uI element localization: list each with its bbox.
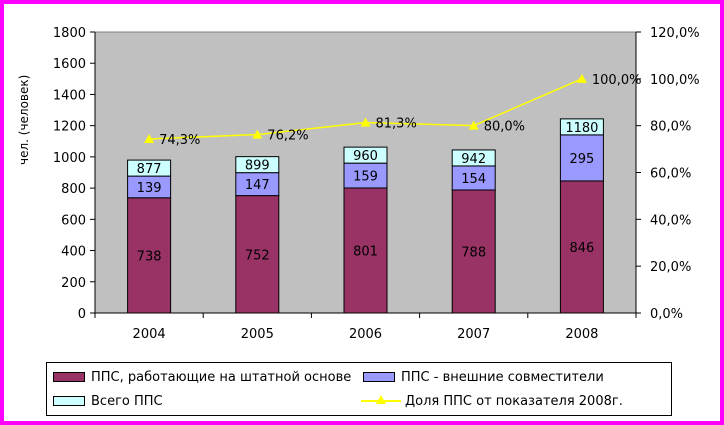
y2-tick-label: 80,0% [650, 120, 691, 135]
x-tick-label: 2005 [241, 327, 274, 342]
bar-label-staff: 801 [353, 244, 378, 259]
x-tick-label: 2006 [349, 327, 382, 342]
bar-total [559, 118, 604, 136]
legend-label-staff: ППС, работающие на штатной основе [91, 369, 352, 385]
bar-label-total: 1180 [565, 121, 598, 136]
y2-tick-label: 20,0% [650, 260, 691, 275]
share-point [576, 73, 587, 83]
bar-total [235, 156, 280, 174]
legend-swatch-share [361, 395, 401, 407]
legend-swatch-staff [53, 372, 85, 382]
legend-swatch-external [363, 372, 395, 382]
share-point [144, 134, 155, 144]
share-label: 74,3% [159, 133, 200, 148]
y-tick-label: 1200 [53, 120, 86, 135]
legend: ППС, работающие на штатной основе ППС - … [46, 362, 672, 416]
y-axis-label: чел. (человек) [17, 74, 31, 165]
bar-staff [451, 189, 496, 314]
bar-label-total: 877 [137, 162, 162, 177]
x-tick-label: 2007 [457, 327, 490, 342]
y2-tick-label: 100,0% [650, 73, 700, 88]
bar-label-total: 942 [461, 152, 486, 167]
legend-label-share: Доля ППС от показателя 2008г. [405, 393, 623, 409]
share-label: 100,0% [592, 73, 642, 88]
legend-item-staff: ППС, работающие на штатной основе [47, 367, 351, 387]
bar-total [451, 149, 496, 167]
bar-total [127, 159, 172, 177]
legend-swatch-total [53, 396, 85, 406]
bar-label-staff: 788 [461, 245, 486, 260]
share-point [252, 129, 263, 139]
x-tick-label: 2008 [565, 327, 598, 342]
share-label: 81,3% [376, 117, 417, 132]
y2-tick-label: 60,0% [650, 167, 691, 182]
bar-label-total: 899 [245, 159, 270, 174]
legend-item-external: ППС - внешние совместители [357, 367, 604, 387]
legend-item-total: Всего ППС [47, 391, 163, 411]
share-point [468, 120, 479, 130]
bar-label-staff: 738 [137, 249, 162, 264]
y-tick-label: 1000 [53, 151, 86, 166]
share-label: 80,0% [484, 120, 525, 135]
y-tick-label: 600 [61, 213, 86, 228]
x-tick-label: 2004 [133, 327, 166, 342]
y-tick-label: 200 [61, 276, 86, 291]
bar-label-staff: 846 [569, 241, 594, 256]
bar-label-external: 139 [137, 181, 162, 196]
bar-label-total: 960 [353, 149, 378, 164]
y2-tick-label: 40,0% [650, 213, 691, 228]
y2-tick-label: 0,0% [650, 307, 683, 322]
y-tick-label: 1400 [53, 88, 86, 103]
bar-label-external: 295 [569, 152, 594, 167]
legend-label-external: ППС - внешние совместители [401, 369, 604, 385]
bar-label-staff: 752 [245, 248, 270, 263]
legend-label-total: Всего ППС [91, 393, 163, 409]
y-tick-label: 800 [61, 182, 86, 197]
bar-label-external: 147 [245, 178, 270, 193]
y-tick-label: 400 [61, 245, 86, 260]
bar-staff [235, 195, 280, 314]
y-tick-label: 1800 [53, 26, 86, 41]
y-tick-label: 0 [78, 307, 86, 322]
bar-total [343, 146, 388, 164]
bar-label-external: 159 [353, 170, 378, 185]
bar-staff [127, 197, 172, 314]
share-point [360, 117, 371, 127]
bar-label-external: 154 [461, 172, 486, 187]
bar-external [451, 165, 496, 191]
y2-tick-label: 120,0% [650, 26, 700, 41]
share-label: 76,2% [267, 129, 308, 144]
legend-item-share: Доля ППС от показателя 2008г. [357, 391, 623, 411]
y-tick-label: 1600 [53, 57, 86, 72]
